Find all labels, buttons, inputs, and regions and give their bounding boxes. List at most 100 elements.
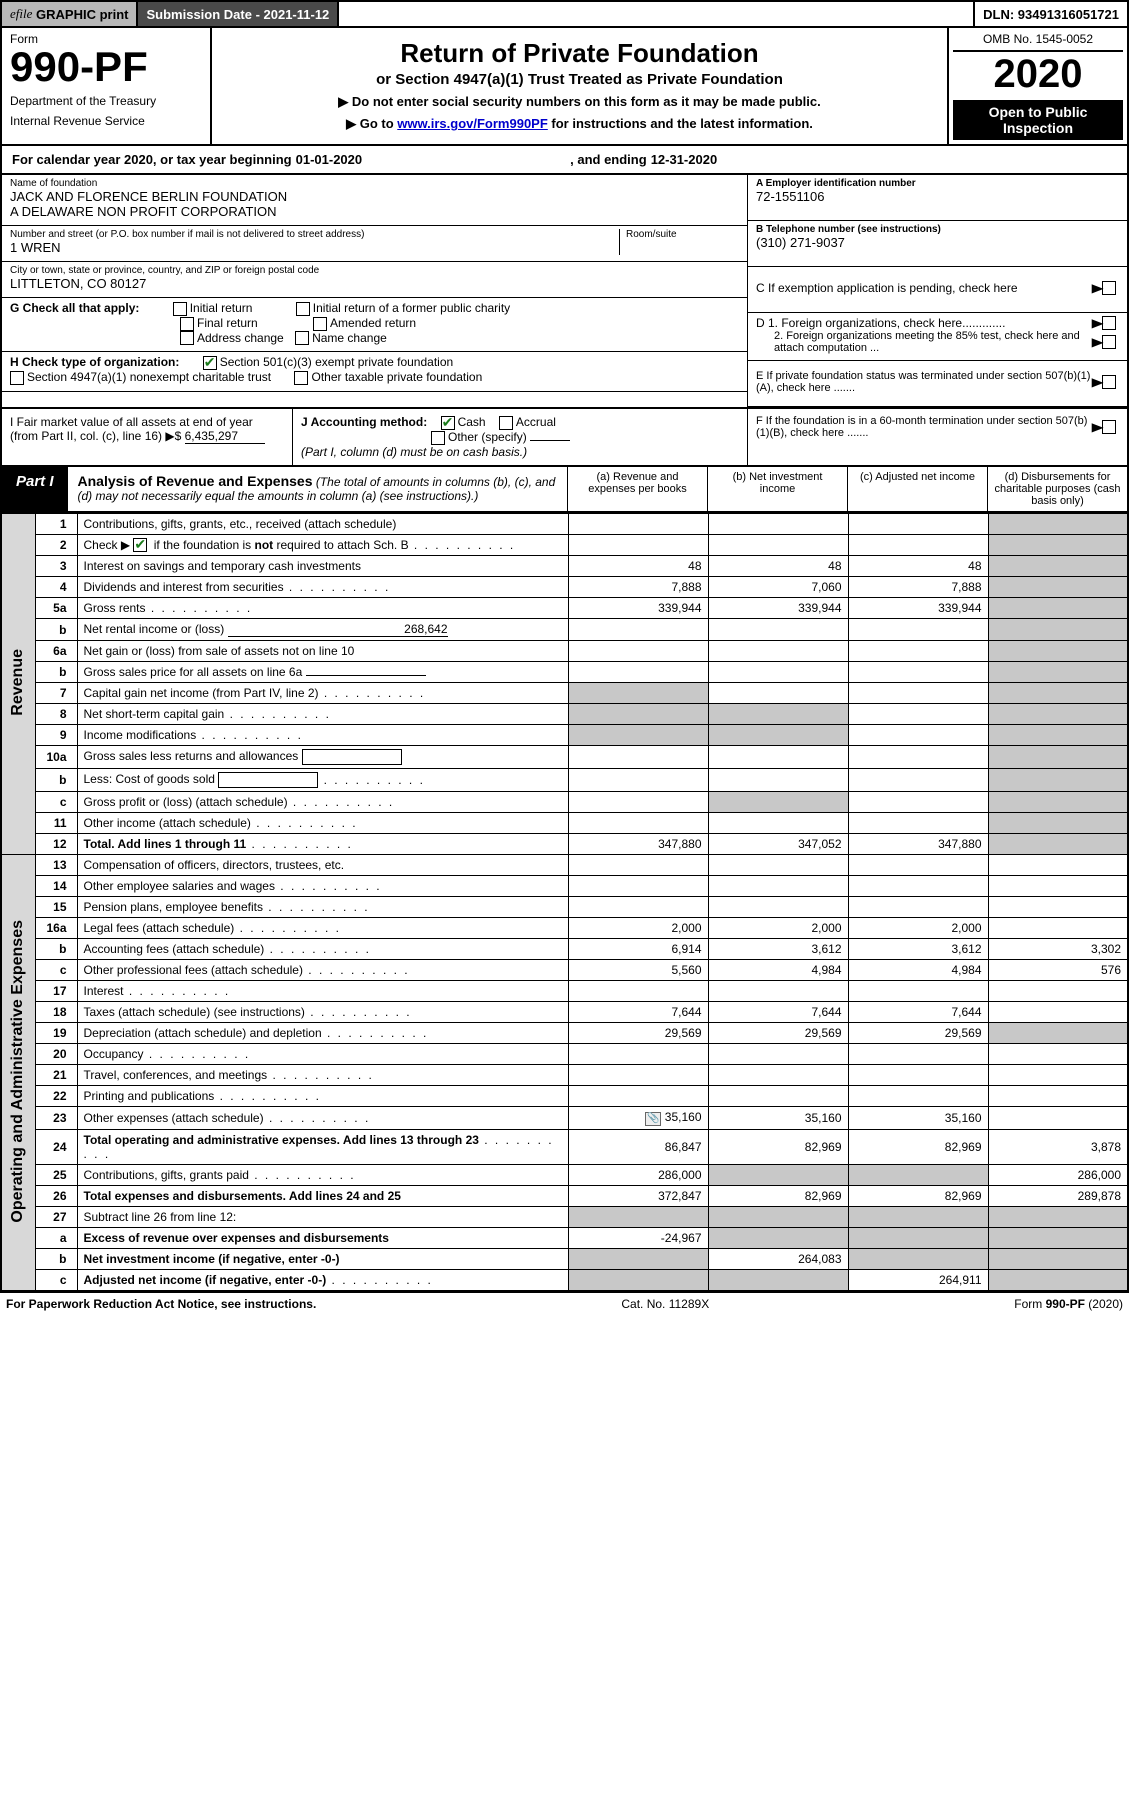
j-block: J Accounting method: Cash Accrual Other … [292, 409, 747, 465]
cell-b: 339,944 [708, 598, 848, 619]
table-row: 8Net short-term capital gain [1, 704, 1128, 725]
part1-title: Analysis of Revenue and Expenses (The to… [68, 467, 567, 511]
cell-a [568, 641, 708, 662]
form-title-block: Return of Private Foundation or Section … [212, 28, 947, 144]
501c3-checkbox[interactable] [203, 356, 217, 370]
row-number: b [35, 1249, 77, 1270]
row-desc: Income modifications [77, 725, 568, 746]
cell-d [988, 577, 1128, 598]
table-row: 16aLegal fees (attach schedule)2,0002,00… [1, 918, 1128, 939]
4947a1-checkbox[interactable] [10, 371, 24, 385]
form-footer: Form 990-PF (2020) [1014, 1297, 1123, 1311]
table-row: 3Interest on savings and temporary cash … [1, 556, 1128, 577]
other-taxable-checkbox[interactable] [294, 371, 308, 385]
cell-d [988, 1270, 1128, 1292]
table-row: cOther professional fees (attach schedul… [1, 960, 1128, 981]
cell-c: 2,000 [848, 918, 988, 939]
cell-b: 347,052 [708, 834, 848, 855]
cal-end: 12-31-2020 [651, 152, 718, 167]
cell-b [708, 981, 848, 1002]
cell-c [848, 704, 988, 725]
row-desc: Dividends and interest from securities [77, 577, 568, 598]
cell-d [988, 834, 1128, 855]
cell-a [568, 1270, 708, 1292]
cell-c: 339,944 [848, 598, 988, 619]
g-opt-4: Amended return [330, 316, 416, 330]
cell-a [568, 746, 708, 769]
row-desc: Adjusted net income (if negative, enter … [77, 1270, 568, 1292]
year-block: OMB No. 1545-0052 2020 Open to Public In… [947, 28, 1127, 144]
c-checkbox[interactable] [1102, 281, 1116, 295]
accrual-checkbox[interactable] [499, 416, 513, 430]
row-number: c [35, 1270, 77, 1292]
cash-checkbox[interactable] [441, 416, 455, 430]
e-checkbox[interactable] [1102, 375, 1116, 389]
initial-former-checkbox[interactable] [296, 302, 310, 316]
form990pf-link[interactable]: www.irs.gov/Form990PF [397, 116, 548, 131]
cell-c [848, 746, 988, 769]
row-desc: Compensation of officers, directors, tru… [77, 855, 568, 876]
cell-a [568, 897, 708, 918]
tel-label: B Telephone number (see instructions) [756, 224, 941, 235]
row-number: b [35, 619, 77, 641]
table-row: 11Other income (attach schedule) [1, 813, 1128, 834]
amended-return-checkbox[interactable] [313, 317, 327, 331]
row-desc: Interest [77, 981, 568, 1002]
row-number: b [35, 769, 77, 792]
cell-d [988, 769, 1128, 792]
cell-a: 48 [568, 556, 708, 577]
row-desc: Accounting fees (attach schedule) [77, 939, 568, 960]
initial-return-checkbox[interactable] [173, 302, 187, 316]
f-checkbox[interactable] [1102, 420, 1116, 434]
cell-a: 5,560 [568, 960, 708, 981]
d2-checkbox[interactable] [1102, 335, 1116, 349]
row-desc: Gross profit or (loss) (attach schedule) [77, 792, 568, 813]
cell-c: 35,160 [848, 1107, 988, 1130]
attachment-icon[interactable]: 📎 [645, 1112, 661, 1126]
cal-mid: , and ending [570, 152, 647, 167]
table-row: bNet rental income or (loss) 268,642 [1, 619, 1128, 641]
cell-a [568, 1044, 708, 1065]
table-row: 7Capital gain net income (from Part IV, … [1, 683, 1128, 704]
cell-a: 2,000 [568, 918, 708, 939]
row-desc: Depreciation (attach schedule) and deple… [77, 1023, 568, 1044]
address-change-checkbox[interactable] [180, 331, 194, 345]
cell-a [568, 1065, 708, 1086]
cell-a [568, 704, 708, 725]
city-value: LITTLETON, CO 80127 [10, 276, 739, 291]
cal-begin: 01-01-2020 [296, 152, 363, 167]
row-desc: Capital gain net income (from Part IV, l… [77, 683, 568, 704]
cell-b [708, 1165, 848, 1186]
d1-checkbox[interactable] [1102, 316, 1116, 330]
row-number: 25 [35, 1165, 77, 1186]
foundation-name-row: Name of foundation JACK AND FLORENCE BER… [2, 175, 747, 226]
row-desc: Gross sales less returns and allowances [77, 746, 568, 769]
other-method-checkbox[interactable] [431, 431, 445, 445]
table-row: bNet investment income (if negative, ent… [1, 1249, 1128, 1270]
cell-a: 7,644 [568, 1002, 708, 1023]
cell-d [988, 1207, 1128, 1228]
j-note: (Part I, column (d) must be on cash basi… [301, 445, 527, 459]
cell-d [988, 897, 1128, 918]
row-desc: Excess of revenue over expenses and disb… [77, 1228, 568, 1249]
cell-d [988, 1249, 1128, 1270]
ein-value: 72-1551106 [756, 189, 1119, 204]
i-block: I Fair market value of all assets at end… [2, 409, 292, 465]
name-change-checkbox[interactable] [295, 331, 309, 345]
cell-c [848, 725, 988, 746]
dept-irs: Internal Revenue Service [10, 114, 202, 128]
row-number: 11 [35, 813, 77, 834]
part1-header: Part I Analysis of Revenue and Expenses … [0, 467, 1129, 513]
city-label: City or town, state or province, country… [10, 265, 739, 276]
table-row: 21Travel, conferences, and meetings [1, 1065, 1128, 1086]
cell-b: 82,969 [708, 1130, 848, 1165]
row-number: 2 [35, 534, 77, 556]
row-number: 22 [35, 1086, 77, 1107]
cell-b [708, 513, 848, 534]
cell-b [708, 1086, 848, 1107]
final-return-checkbox[interactable] [180, 317, 194, 331]
cell-b [708, 876, 848, 897]
cell-c [848, 641, 988, 662]
cell-b: 7,060 [708, 577, 848, 598]
cell-b [708, 897, 848, 918]
